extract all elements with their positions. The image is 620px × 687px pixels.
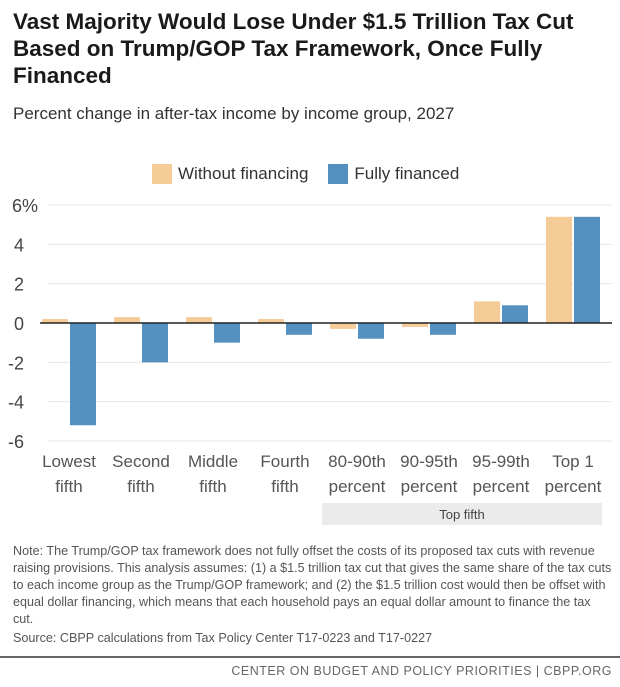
y-tick-label: 2: [14, 275, 24, 295]
y-tick-label: -2: [8, 353, 24, 373]
x-tick-label: fifth: [271, 477, 298, 496]
bar-fully-financed: [358, 323, 384, 339]
x-tick-label: Top 1: [552, 452, 594, 471]
bar-without-financing: [258, 319, 284, 323]
x-tick-label: Fourth: [260, 452, 309, 471]
bar-without-financing: [474, 301, 500, 323]
x-tick-label: 90-95th: [400, 452, 458, 471]
bar-fully-financed: [70, 323, 96, 426]
chart-subtitle: Percent change in after-tax income by in…: [13, 104, 455, 123]
source: Source: CBPP calculations from Tax Polic…: [13, 631, 433, 645]
y-tick-label: 0: [14, 314, 24, 334]
note: Note: The Trump/GOP tax framework does n…: [13, 544, 612, 626]
x-tick-label: 95-99th: [472, 452, 530, 471]
bar-fully-financed: [214, 323, 240, 343]
top-fifth-label: Top fifth: [439, 507, 485, 522]
legend-label-without-financing: Without financing: [178, 164, 309, 183]
top-fifth-band: [322, 503, 602, 525]
chart-title: Vast Majority Would Lose Under $1.5 Tril…: [13, 9, 574, 88]
legend: Without financing Fully financed: [152, 164, 459, 184]
bar-without-financing: [42, 319, 68, 323]
bar-chart: 6% 4 2 0 -2 -4 -6 Lowest fifth Second fifth Middle f…: [8, 196, 612, 525]
divider: [0, 656, 620, 658]
bar-without-financing: [114, 317, 140, 323]
bar-without-financing: [330, 323, 356, 329]
bar-fully-financed: [574, 216, 600, 323]
y-tick-label: -4: [8, 393, 24, 413]
bar-fully-financed: [142, 323, 168, 363]
x-tick-label: Middle: [188, 452, 238, 471]
legend-swatch-fully-financed: [328, 164, 349, 184]
bar-without-financing: [186, 317, 212, 323]
footer: CENTER ON BUDGET AND POLICY PRIORITIES |…: [231, 664, 612, 678]
x-tick-label: Second: [112, 452, 170, 471]
bar-without-financing: [402, 323, 428, 327]
bar-fully-financed: [286, 323, 312, 335]
x-tick-label: Lowest: [42, 452, 96, 471]
bar-without-financing: [546, 216, 572, 323]
x-tick-label: percent: [329, 477, 386, 496]
bar-fully-financed: [430, 323, 456, 335]
x-tick-label: fifth: [55, 477, 82, 496]
x-tick-label: 80-90th: [328, 452, 386, 471]
x-tick-label: fifth: [199, 477, 226, 496]
x-tick-label: percent: [473, 477, 530, 496]
x-tick-label: percent: [401, 477, 458, 496]
x-tick-label: percent: [545, 477, 602, 496]
y-tick-label: -6: [8, 432, 24, 452]
legend-label-fully-financed: Fully financed: [354, 164, 460, 183]
legend-swatch-without-financing: [152, 164, 172, 184]
bar-fully-financed: [502, 305, 528, 323]
y-tick-label: 6%: [12, 196, 38, 216]
x-tick-label: fifth: [127, 477, 154, 496]
y-tick-label: 4: [14, 235, 24, 255]
